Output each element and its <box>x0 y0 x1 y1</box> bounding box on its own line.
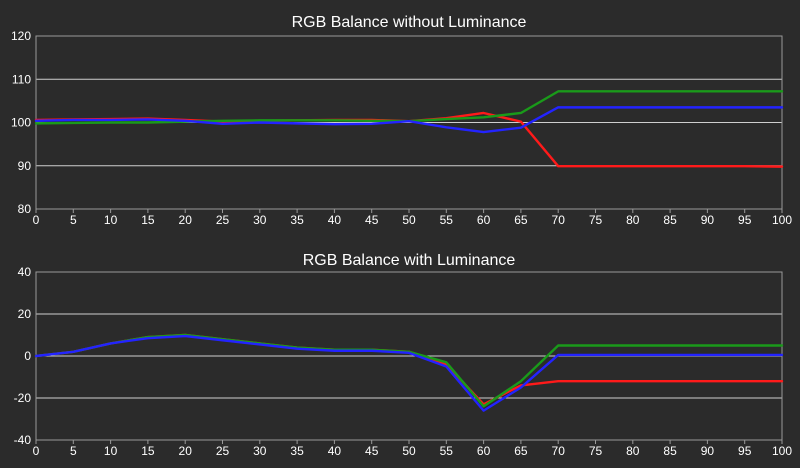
x-tick-label: 10 <box>104 213 118 227</box>
y-tick-label: 0 <box>24 349 31 363</box>
chart-title: RGB Balance without Luminance <box>292 14 527 31</box>
x-tick-label: 50 <box>402 444 416 458</box>
x-tick-label: 20 <box>179 213 193 227</box>
y-tick-label: -20 <box>14 391 32 405</box>
x-tick-label: 75 <box>589 444 603 458</box>
x-tick-label: 25 <box>216 444 230 458</box>
x-tick-label: 55 <box>440 213 454 227</box>
x-tick-label: 50 <box>402 213 416 227</box>
x-tick-label: 100 <box>772 213 792 227</box>
x-tick-label: 70 <box>552 213 566 227</box>
x-tick-label: 75 <box>589 213 603 227</box>
x-tick-label: 20 <box>179 444 193 458</box>
x-tick-label: 45 <box>365 213 379 227</box>
y-tick-label: 120 <box>11 29 31 43</box>
x-tick-label: 30 <box>253 213 267 227</box>
x-tick-label: 85 <box>663 213 677 227</box>
x-tick-label: 80 <box>626 213 640 227</box>
x-tick-label: 55 <box>440 444 454 458</box>
x-tick-label: 95 <box>738 444 752 458</box>
x-tick-label: 25 <box>216 213 230 227</box>
series-line-3 <box>34 334 784 412</box>
y-tick-label: 80 <box>18 202 32 216</box>
x-tick-label: 90 <box>701 444 715 458</box>
y-tick-label: 110 <box>12 72 31 86</box>
x-tick-label: 35 <box>290 444 304 458</box>
x-tick-label: 85 <box>663 444 677 458</box>
x-tick-label: 90 <box>701 213 715 227</box>
x-tick-label: 70 <box>552 444 566 458</box>
x-tick-label: 45 <box>365 444 379 458</box>
series-line-3 <box>34 106 784 134</box>
x-tick-label: 0 <box>33 444 40 458</box>
y-tick-label: 40 <box>18 265 32 279</box>
x-tick-label: 15 <box>141 444 155 458</box>
y-tick-label: -40 <box>14 433 32 447</box>
y-tick-label: 90 <box>18 159 32 173</box>
x-tick-label: 40 <box>328 444 342 458</box>
x-tick-label: 5 <box>70 444 77 458</box>
x-tick-label: 95 <box>738 213 752 227</box>
x-tick-label: 35 <box>290 213 304 227</box>
x-tick-label: 60 <box>477 213 491 227</box>
chart-panel-1: 80 90 100 110 120 0 5 10 15 20 25 30 35 40 45 50 55 60 65 7… <box>11 14 792 227</box>
x-tick-label: 100 <box>772 444 792 458</box>
x-tick-label: 80 <box>626 444 640 458</box>
x-tick-label: 65 <box>514 213 528 227</box>
chart-panel-2: -40 -20 0 20 40 0 5 10 15 20 25 30 35 40 45 50 55 60 65 70 7… <box>14 252 793 458</box>
x-tick-label: 65 <box>514 444 528 458</box>
y-tick-label: 100 <box>11 116 31 130</box>
y-tick-label: 20 <box>18 307 32 321</box>
x-tick-label: 40 <box>328 213 342 227</box>
x-tick-label: 15 <box>141 213 155 227</box>
chart-title: RGB Balance with Luminance <box>303 252 516 269</box>
x-tick-label: 30 <box>253 444 267 458</box>
x-tick-label: 0 <box>33 213 40 227</box>
x-tick-label: 60 <box>477 444 491 458</box>
x-tick-label: 10 <box>104 444 118 458</box>
x-tick-label: 5 <box>70 213 77 227</box>
